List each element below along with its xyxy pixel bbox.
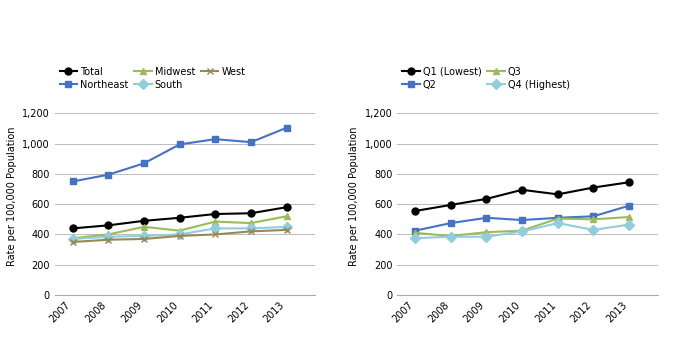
Legend: Total, Northeast, Midwest, South, West: Total, Northeast, Midwest, South, West (60, 66, 245, 89)
Legend: Q1 (Lowest), Q2, Q3, Q4 (Highest): Q1 (Lowest), Q2, Q3, Q4 (Highest) (402, 66, 570, 89)
Y-axis label: Rate per 100,000 Population: Rate per 100,000 Population (349, 127, 359, 266)
Y-axis label: Rate per 100,000 Population: Rate per 100,000 Population (7, 127, 16, 266)
